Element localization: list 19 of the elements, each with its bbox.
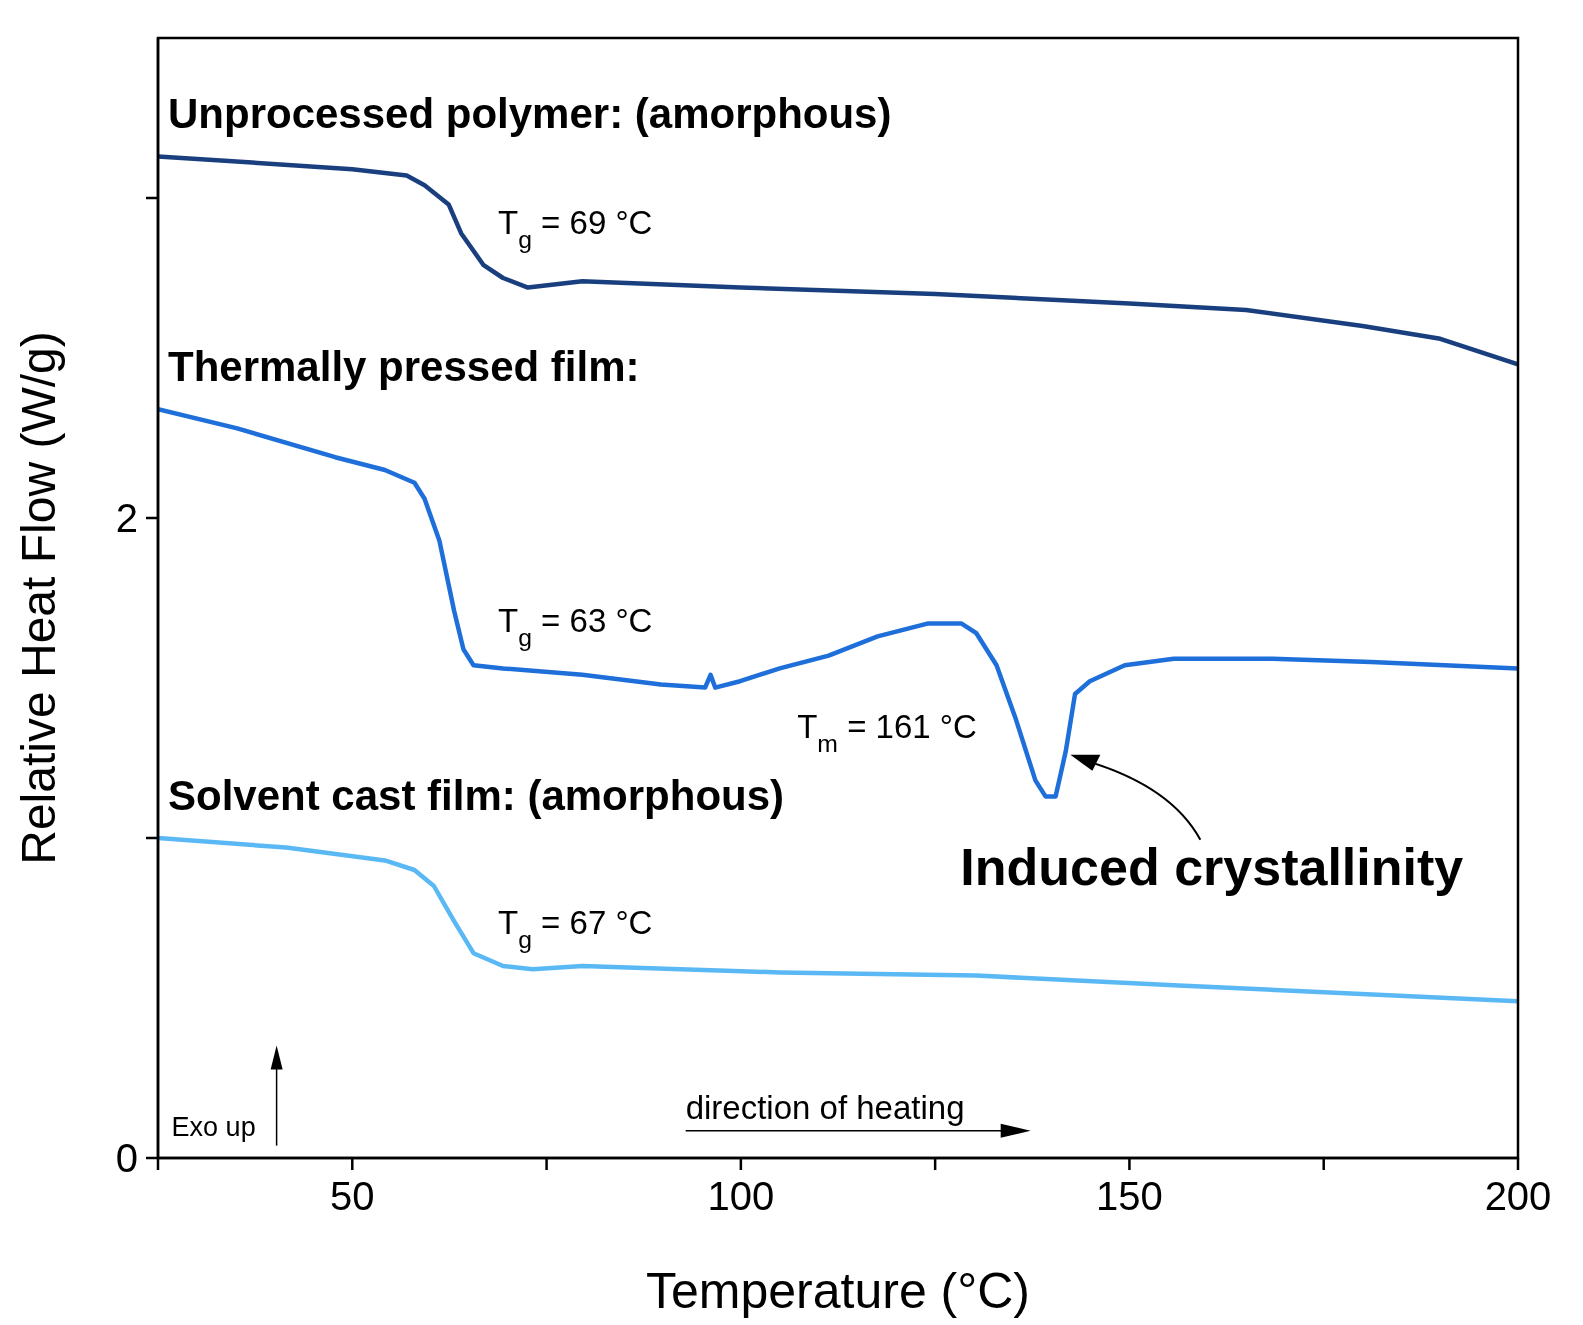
- x-tick-label: 150: [1096, 1174, 1163, 1219]
- y-tick-label: 0: [115, 1136, 138, 1181]
- annotation: T$_{g}$ = 63 °C: [498, 601, 653, 651]
- annotation: T$_{g}$ = 67 °C: [498, 904, 653, 953]
- annotation: T$_{g}$ = 69 °C: [498, 204, 653, 253]
- annotation: T$_{m}$ = 161 °C: [797, 708, 977, 757]
- x-tick-label: 200: [1484, 1174, 1552, 1219]
- x-tick-label: 50: [330, 1174, 375, 1219]
- annotation: Induced crystallinity: [960, 837, 1464, 896]
- series-label: Unprocessed polymer: (amorphous): [168, 90, 892, 138]
- x-tick-label: 100: [707, 1174, 775, 1219]
- annotation: direction of heating: [685, 1088, 965, 1126]
- series-label: Solvent cast film: (amorphous): [168, 772, 785, 819]
- y-tick-label: 2: [115, 496, 138, 541]
- annotation: Exo up: [171, 1111, 256, 1142]
- line-series: [158, 835, 1518, 1004]
- y-axis-title: Relative Heat Flow (W/g): [12, 331, 66, 865]
- x-axis-title: Temperature (°C): [646, 1263, 1030, 1319]
- series-label: Thermally pressed film:: [168, 343, 640, 391]
